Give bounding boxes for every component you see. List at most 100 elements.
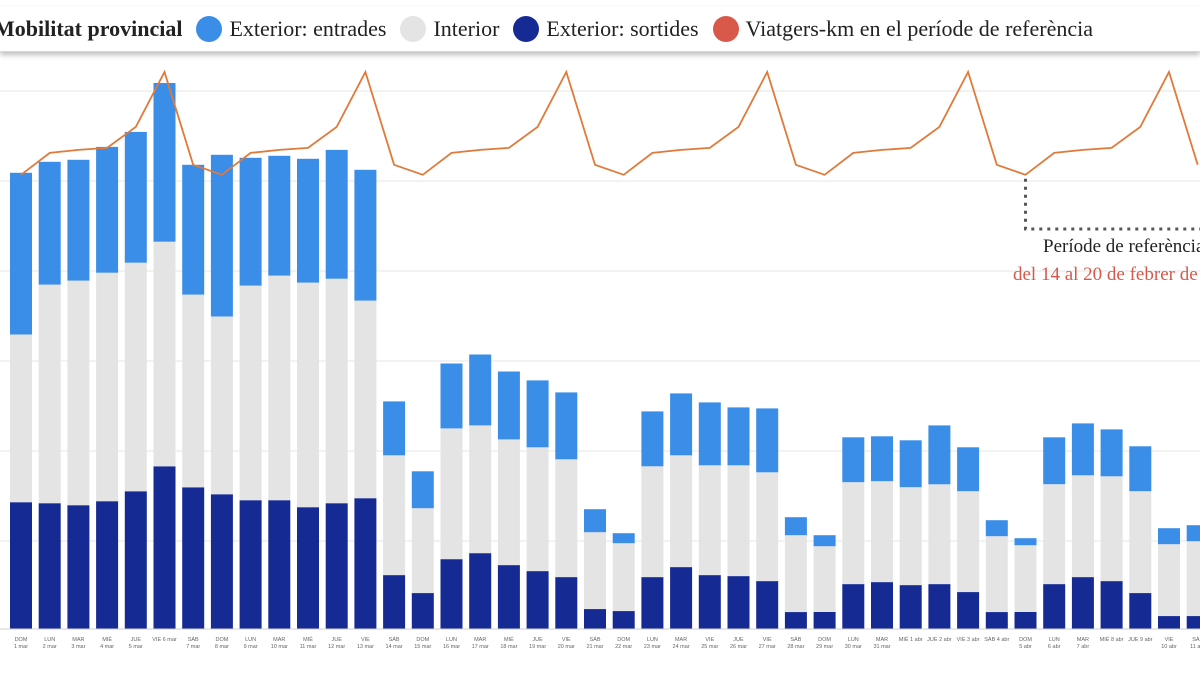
bar-entrades-15 — [440, 363, 463, 429]
tick-label-9-day: MAR — [273, 637, 285, 643]
bar-entrades-18 — [526, 380, 549, 448]
bar-sortides-1 — [38, 503, 61, 629]
bar-interior-6 — [182, 294, 205, 488]
bar-interior-23 — [670, 455, 693, 568]
bar-interior-0 — [10, 334, 32, 503]
bar-sortides-30 — [871, 582, 893, 629]
tick-label-26-day: VIE — [763, 637, 772, 643]
bar-sortides-25 — [727, 576, 750, 629]
tick-label-11-date: 12 mar — [328, 644, 345, 650]
bar-sortides-4 — [124, 491, 147, 629]
tick-label-7-day: DOM — [215, 637, 228, 643]
tick-label-6-date: 7 mar — [186, 644, 200, 650]
tick-label-34-day: SÁB 4 abr — [984, 636, 1009, 643]
bar-interior-13 — [383, 455, 406, 576]
annotation-subtitle: del 14 al 20 de febrer de — [1013, 264, 1198, 285]
bar-sortides-27 — [784, 612, 807, 629]
tick-label-38-day: MIÉ 8 abr — [1100, 636, 1124, 643]
tick-label-4-day: JUE — [131, 637, 142, 643]
bar-entrades-40 — [1158, 528, 1180, 545]
bar-entrades-21 — [612, 533, 635, 544]
legend: Mobilitat provincial Exterior: entrades … — [0, 7, 1200, 52]
bar-entrades-0 — [10, 172, 32, 335]
bar-sortides-41 — [1186, 616, 1200, 629]
bar-entrades-32 — [928, 425, 951, 485]
bar-entrades-35 — [1014, 538, 1037, 546]
bar-interior-19 — [555, 459, 578, 578]
bar-sortides-34 — [985, 612, 1008, 629]
bar-interior-27 — [784, 535, 807, 613]
bar-entrades-38 — [1100, 429, 1123, 477]
legend-item-entrades: Exterior: entrades — [196, 16, 386, 42]
bar-entrades-1 — [38, 161, 61, 285]
bar-sortides-17 — [497, 565, 520, 629]
bar-interior-33 — [957, 491, 980, 592]
bar-interior-14 — [411, 508, 434, 593]
bar-sortides-12 — [354, 498, 377, 629]
legend-item-viatgers: Viatgers-km en el període de referència — [712, 16, 1093, 42]
tick-label-7-date: 8 mar — [215, 644, 229, 650]
tick-label-33-day: VIE 3 abr — [957, 637, 980, 643]
bar-sortides-24 — [698, 575, 721, 629]
bar-interior-26 — [756, 472, 779, 582]
annotation-connector — [1024, 178, 1200, 231]
tick-label-37-day: MAR — [1077, 637, 1089, 643]
bar-sortides-3 — [96, 501, 119, 629]
tick-label-12-day: VIE — [361, 637, 370, 643]
bar-sortides-26 — [756, 581, 779, 629]
bar-entrades-36 — [1043, 437, 1066, 485]
bar-interior-41 — [1186, 541, 1200, 617]
bar-sortides-6 — [182, 487, 205, 629]
legend-label-interior: Interior — [433, 16, 500, 41]
bar-entrades-27 — [784, 517, 807, 536]
tick-label-15-date: 16 mar — [443, 644, 460, 650]
legend-swatch-entrades-icon — [196, 16, 223, 42]
tick-label-14-day: DOM — [416, 637, 429, 643]
bar-interior-4 — [124, 262, 147, 492]
tick-label-41-date: 11 abr — [1190, 644, 1200, 650]
legend-label-viatgers: Viatgers-km en el període de referència — [745, 16, 1093, 41]
bar-sortides-11 — [325, 503, 348, 629]
tick-label-19-date: 20 mar — [558, 644, 575, 650]
tick-label-15-day: LUN — [446, 637, 457, 643]
tick-label-24-date: 25 mar — [701, 644, 718, 650]
bar-sortides-28 — [813, 612, 836, 629]
legend-label-entrades: Exterior: entrades — [229, 16, 387, 41]
legend-label-sortides: Exterior: sortides — [546, 16, 699, 41]
tick-label-3-date: 4 mar — [100, 644, 114, 650]
bar-entrades-34 — [985, 520, 1008, 537]
bar-entrades-37 — [1071, 423, 1094, 476]
bar-interior-30 — [871, 481, 893, 583]
legend-swatch-viatgers-icon — [712, 16, 739, 42]
tick-label-22-date: 23 mar — [644, 644, 661, 650]
bar-interior-25 — [727, 465, 750, 577]
bar-interior-24 — [698, 465, 721, 576]
bar-interior-16 — [469, 425, 492, 554]
bar-sortides-36 — [1043, 584, 1066, 629]
bar-entrades-30 — [871, 436, 893, 482]
tick-label-23-day: MAR — [675, 637, 687, 643]
bar-interior-2 — [67, 280, 90, 506]
bar-entrades-2 — [67, 159, 90, 281]
bar-sortides-16 — [469, 553, 492, 629]
bar-entrades-20 — [584, 509, 606, 533]
bar-interior-7 — [210, 316, 233, 495]
bar-interior-29 — [842, 482, 865, 585]
tick-label-8-date: 9 mar — [244, 644, 258, 650]
bar-entrades-4 — [124, 131, 147, 263]
tick-label-21-day: DOM — [617, 637, 630, 643]
bar-entrades-17 — [497, 371, 520, 440]
bar-entrades-6 — [182, 164, 205, 295]
line-viatgers-km — [20, 69, 1199, 176]
bar-entrades-16 — [469, 354, 492, 426]
bar-sortides-29 — [842, 584, 865, 629]
bar-entrades-12 — [354, 169, 377, 301]
bar-interior-28 — [813, 546, 836, 612]
bar-interior-37 — [1071, 475, 1094, 578]
tick-label-40-day: VIE — [1165, 637, 1174, 643]
tick-label-2-day: MAR — [72, 637, 84, 643]
bar-sortides-7 — [210, 494, 233, 629]
tick-label-27-day: SÁB — [790, 636, 801, 643]
bar-entrades-8 — [239, 157, 262, 286]
